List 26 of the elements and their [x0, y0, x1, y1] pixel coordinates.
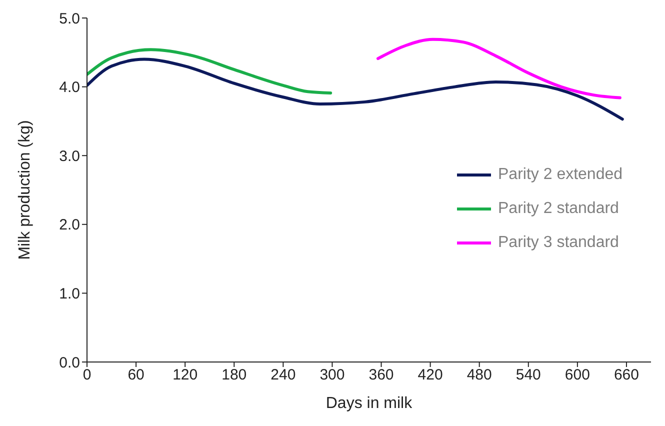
x-tick-label: 540 — [516, 366, 541, 384]
x-tick-label: 480 — [466, 366, 492, 384]
x-tick-label: 180 — [222, 366, 247, 384]
y-tick-label: 5.0 — [59, 10, 80, 28]
line-series — [376, 38, 622, 100]
line-series — [87, 58, 624, 121]
legend-label: Parity 2 extended — [498, 166, 623, 184]
x-tick-label: 300 — [320, 366, 345, 384]
legend-label: Parity 3 standard — [498, 234, 619, 252]
y-tick-label: 1.0 — [59, 286, 80, 303]
line-series — [87, 48, 332, 94]
y-tick-label: 3.0 — [59, 148, 80, 165]
x-tick-label: 660 — [614, 366, 639, 384]
x-axis-title: Days in milk — [326, 395, 414, 412]
x-tick-label: 600 — [564, 366, 590, 384]
x-tick-label: 360 — [368, 366, 394, 384]
x-tick-label: 0 — [82, 366, 92, 384]
x-tick-label: 240 — [270, 366, 296, 384]
x-tick-label: 60 — [128, 366, 144, 384]
x-tick-label: 420 — [418, 366, 443, 384]
legend-label: Parity 2 standard — [498, 200, 619, 218]
y-axis-title: Milk production (kg) — [16, 120, 34, 260]
y-tick-label: 4.0 — [59, 79, 80, 96]
y-tick-label: 0.0 — [59, 354, 80, 372]
y-tick-label: 2.0 — [59, 216, 80, 234]
x-tick-label: 120 — [172, 366, 198, 384]
